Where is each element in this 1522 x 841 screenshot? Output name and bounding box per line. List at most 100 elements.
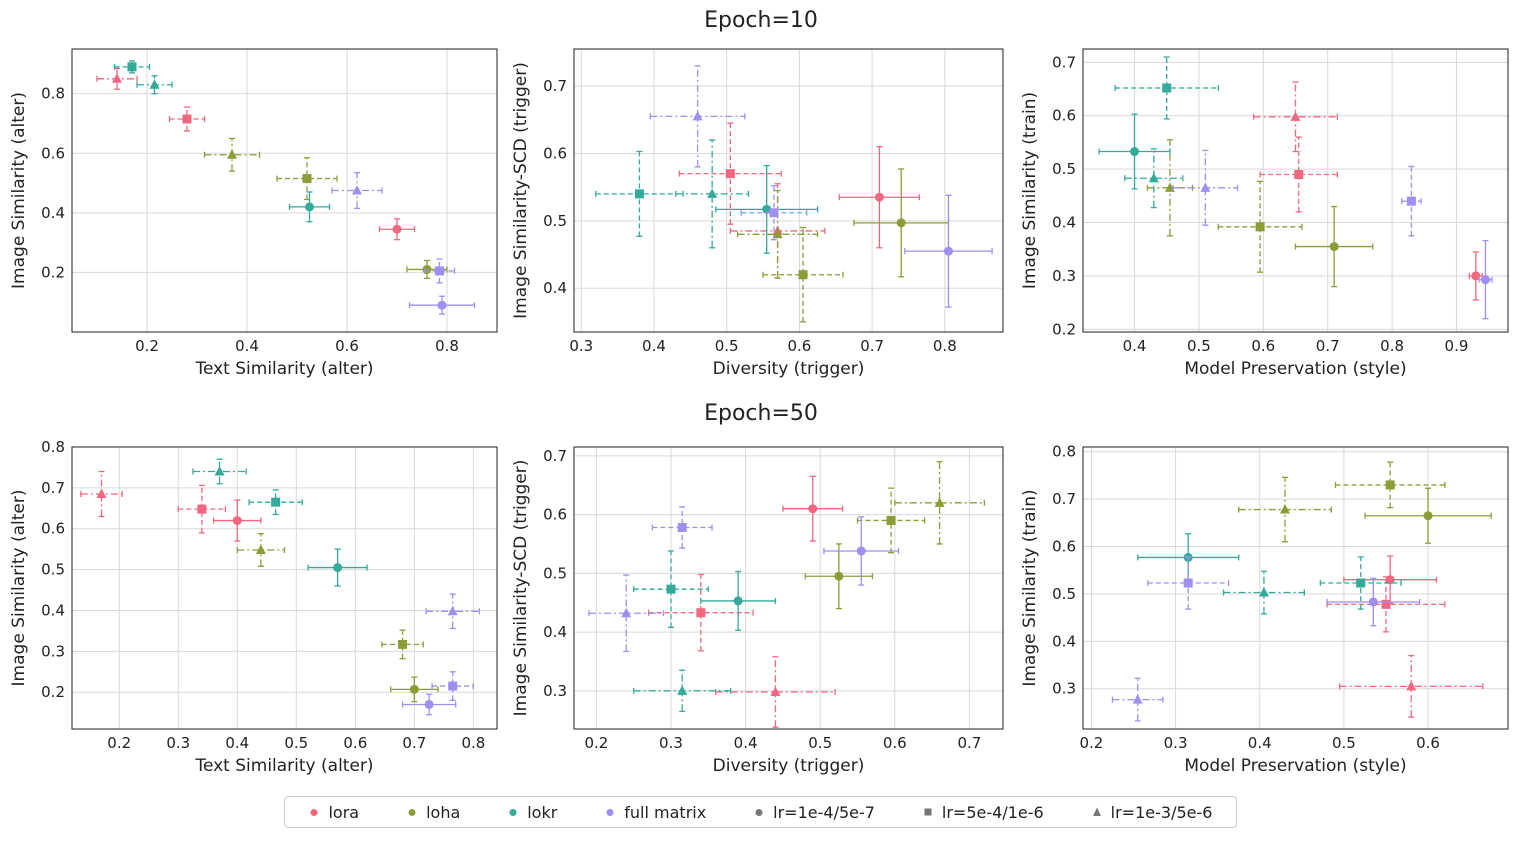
- y-axis-label: Image Similarity-SCD (trigger): [511, 62, 531, 319]
- point-marker: [1423, 511, 1433, 521]
- y-tick-label: 0.7: [543, 77, 567, 95]
- plot-frame: [71, 48, 498, 333]
- data-point-loha-lr2: [203, 137, 261, 172]
- x-tick-label: 0.4: [642, 337, 666, 355]
- y-tick-label: 0.3: [41, 642, 65, 660]
- x-axis-label: Text Similarity (alter): [194, 359, 373, 379]
- legend-label: lr=1e-3/5e-6: [1110, 802, 1213, 822]
- data-point-loha-lr0: [853, 168, 950, 278]
- y-axis-label: Image Similarity (train): [1020, 489, 1040, 686]
- y-tick-label: 0.7: [41, 479, 65, 497]
- x-tick-label: 0.6: [1416, 734, 1440, 752]
- point-marker: [770, 686, 781, 696]
- point-marker: [1329, 242, 1339, 252]
- data-point-lokr-lr1: [113, 60, 151, 74]
- y-tick-label: 0.6: [41, 144, 65, 162]
- triangle-marker-icon: [1092, 807, 1101, 816]
- x-tick-label: 0.4: [1248, 734, 1272, 752]
- point-marker: [874, 192, 884, 202]
- data-point-loha-lr0: [390, 676, 439, 703]
- data-point-loha-lr2: [1238, 476, 1332, 543]
- data-point-lokr-lr2: [1222, 570, 1305, 615]
- x-tick-label: 0.2: [135, 337, 159, 355]
- y-tick-label: 0.2: [1052, 320, 1076, 338]
- x-tick-label: 0.6: [343, 734, 367, 752]
- point-marker: [798, 270, 808, 280]
- data-point-lora-lr1: [168, 106, 206, 132]
- legend-marker: [924, 808, 932, 816]
- x-tick-label: 0.5: [284, 734, 308, 752]
- legend-label: lokr: [527, 802, 558, 822]
- y-tick-label: 0.4: [1052, 632, 1076, 650]
- data-point-loha-lr1: [856, 487, 926, 554]
- x-tick-label: 0.5: [1187, 337, 1211, 355]
- scatter-panel-1-0: 0.2 0.3 0.4 0.5 0.6 0.7 0.8 0.2 0.3 0.4 0.5 0.6 0.7 0…: [9, 438, 498, 776]
- legend-label: lora: [328, 802, 360, 822]
- point-marker: [1164, 182, 1175, 192]
- data-point-loha-lr2: [236, 532, 286, 567]
- y-tick-label: 0.8: [41, 438, 65, 456]
- data-point-lora-lr0: [378, 218, 416, 241]
- x-tick-label: 0.2: [107, 734, 131, 752]
- y-tick-label: 0.8: [41, 85, 65, 103]
- x-tick-label: 0.6: [883, 734, 907, 752]
- point-marker: [424, 699, 434, 709]
- y-tick-label: 0.4: [543, 279, 567, 297]
- data-point-lora-lr2: [80, 470, 123, 518]
- y-tick-label: 0.2: [41, 683, 65, 701]
- y-tick-label: 0.7: [543, 447, 567, 465]
- data-point-full-matrix-lr1: [651, 506, 713, 549]
- data-point-full-matrix-lr2: [331, 171, 383, 210]
- circle-marker-icon: [606, 809, 614, 816]
- x-tick-label: 0.7: [957, 734, 981, 752]
- point-marker: [333, 563, 343, 573]
- y-tick-label: 0.4: [41, 601, 65, 619]
- y-axis-label: Image Similarity (train): [1020, 92, 1040, 289]
- point-marker: [834, 571, 844, 581]
- point-marker: [302, 174, 312, 184]
- point-marker: [182, 114, 192, 124]
- point-marker: [232, 516, 242, 526]
- data-point-full-matrix-lr0: [1326, 577, 1421, 627]
- y-tick-label: 0.6: [543, 506, 567, 524]
- y-tick-label: 0.5: [543, 212, 567, 230]
- point-marker: [772, 228, 783, 239]
- y-tick-label: 0.5: [41, 561, 65, 579]
- y-axis-label: Image Similarity (alter): [9, 490, 29, 687]
- data-point-full-matrix-lr0: [408, 295, 476, 315]
- point-marker: [398, 639, 408, 649]
- point-marker: [707, 188, 718, 198]
- y-tick-label: 0.6: [41, 520, 65, 538]
- data-point-lora-lr2: [1339, 654, 1484, 718]
- point-marker: [808, 504, 818, 514]
- data-point-lora-lr0: [1468, 251, 1483, 301]
- point-marker: [1290, 111, 1301, 121]
- x-tick-label: 0.9: [1445, 337, 1469, 355]
- data-point-loha-lr2: [894, 461, 985, 545]
- legend-item: lr=1e-3/5e-6: [1091, 802, 1213, 822]
- data-point-full-matrix-lr1: [1147, 556, 1230, 610]
- data-point-full-matrix-lr1: [740, 185, 808, 241]
- point-marker: [255, 544, 266, 554]
- point-marker: [725, 169, 735, 179]
- plot-frame: [1082, 48, 1509, 333]
- point-marker: [886, 515, 896, 525]
- point-marker: [1368, 597, 1378, 607]
- x-tick-label: 0.5: [715, 337, 739, 355]
- point-marker: [305, 202, 314, 212]
- point-marker: [227, 149, 237, 159]
- x-tick-label: 0.6: [787, 337, 811, 355]
- point-marker: [1148, 172, 1159, 183]
- plot-frame: [1082, 446, 1509, 730]
- x-axis-label: Text Similarity (alter): [194, 756, 373, 776]
- point-marker: [448, 681, 458, 691]
- point-marker: [1406, 196, 1416, 206]
- data-point-lokr-lr0: [700, 570, 777, 631]
- point-marker: [621, 607, 632, 618]
- data-point-loha-lr1: [1217, 180, 1303, 273]
- plot-frame: [71, 446, 498, 730]
- circle-marker-icon: [755, 809, 763, 816]
- scatter-panel-0-1: 0.3 0.4 0.5 0.6 0.7 0.8 0.4 0.5 0.6 0.7 Diversity …: [511, 48, 1004, 379]
- legend-item: lr=1e-4/5e-7: [753, 803, 875, 822]
- x-tick-label: 0.4: [734, 734, 758, 752]
